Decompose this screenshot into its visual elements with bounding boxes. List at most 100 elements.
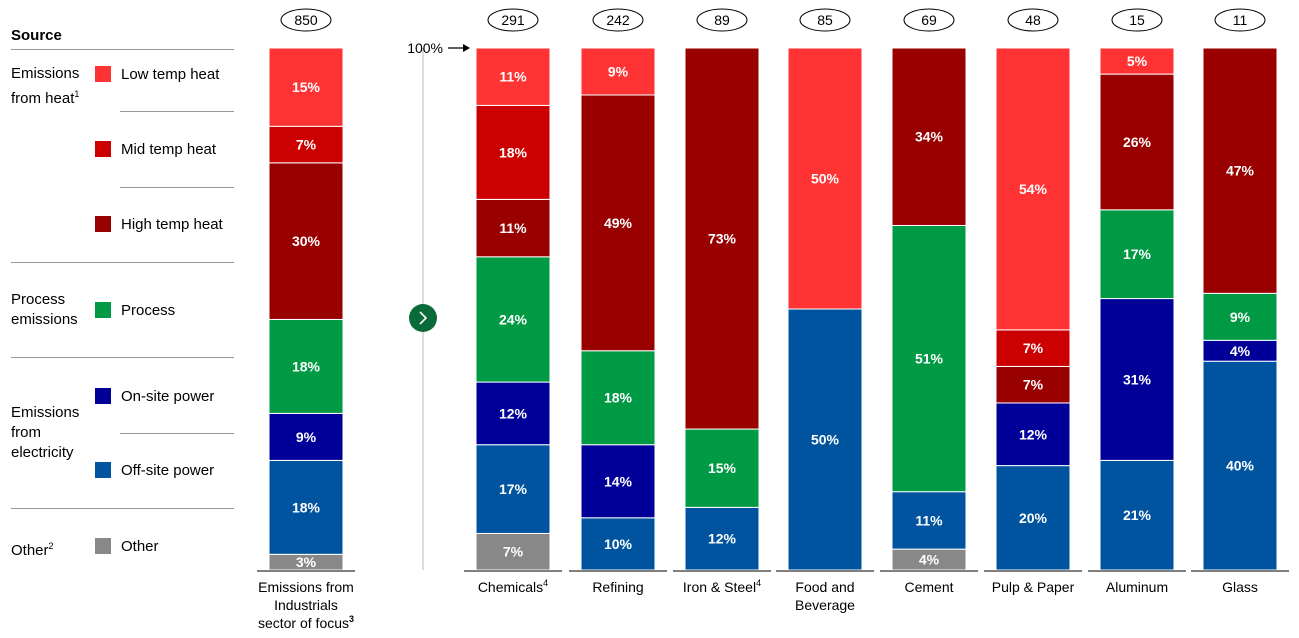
total-badge [1007, 8, 1059, 32]
legend-item-label: Low temp heat [121, 65, 220, 83]
legend-divider [120, 187, 234, 188]
category-label: Refining [592, 579, 643, 595]
segment-value-label: 5% [1127, 53, 1148, 69]
segment-value-label: 30% [292, 233, 321, 249]
segment-value-label: 15% [708, 460, 737, 476]
on-site-power-swatch [95, 388, 111, 404]
bar-segment-off-site-power [891, 491, 967, 550]
bar-group: 3% 18% 9% 18% 30% 7% 15% 850 Emissions from Indus… [257, 8, 355, 631]
legend-item-label: High temp heat [121, 215, 223, 233]
segment-value-label: 7% [1023, 377, 1044, 393]
segment-value-label: 17% [499, 481, 528, 497]
segment-value-label: 18% [604, 390, 633, 406]
legend-group-electricity-label: Emissions from electricity [11, 404, 80, 461]
legend-divider [120, 111, 234, 112]
legend-divider [11, 357, 234, 358]
bar-segment-on-site-power [475, 381, 551, 446]
segment-value-label: 18% [292, 358, 321, 374]
legend-item-other: Other [95, 536, 159, 556]
bar-segment-off-site-power [787, 308, 863, 571]
bar-segment-high-temp-heat [891, 47, 967, 226]
bar-segment-off-site-power [475, 444, 551, 534]
total-badge [487, 8, 539, 32]
segment-value-label: 49% [604, 215, 633, 231]
segment-value-label: 11% [499, 69, 527, 85]
bar-segment-low-temp-heat [995, 47, 1071, 331]
segment-value-label: 18% [499, 144, 528, 160]
bar-segment-process [268, 318, 344, 414]
segment-value-label: 31% [1123, 371, 1152, 387]
bar-segment-mid-temp-heat [995, 329, 1071, 367]
bar-group: 40% 4% 9% 47% 11 Glass [1191, 8, 1289, 595]
bar-segment-low-temp-heat [1099, 47, 1175, 75]
segment-value-label: 15% [292, 79, 321, 95]
bar-segment-off-site-power [268, 459, 344, 555]
total-value-label: 242 [606, 12, 630, 28]
category-label: Chemicals4 [478, 578, 548, 595]
bar-segment-off-site-power [1099, 459, 1175, 571]
bar-segment-low-temp-heat [475, 47, 551, 106]
category-label: Cement [904, 579, 953, 595]
category-label: Industrials [274, 597, 338, 613]
segment-value-label: 4% [919, 552, 940, 568]
legend-item-process: Process [95, 300, 175, 320]
category-label: Pulp & Paper [992, 579, 1075, 595]
bar-group: 4% 11% 51% 34% 69 Cement [880, 8, 978, 595]
bar-group: 20% 12% 7% 7% 54% 48 Pulp & Paper [984, 8, 1082, 595]
legend-divider [11, 262, 234, 263]
segment-value-label: 12% [499, 405, 528, 421]
bar-segment-high-temp-heat [995, 365, 1071, 404]
chevron-right-icon [419, 311, 428, 325]
total-badge [696, 8, 748, 32]
segment-value-label: 26% [1123, 134, 1152, 150]
legend-title: Source [11, 27, 62, 44]
total-badge [903, 8, 955, 32]
total-value-label: 85 [817, 12, 833, 28]
segment-value-label: 40% [1226, 458, 1255, 474]
category-label: Glass [1222, 579, 1258, 595]
segment-value-label: 12% [708, 531, 737, 547]
bar-segment-high-temp-heat [684, 47, 760, 430]
hundred-percent-label: 100% [407, 40, 443, 56]
bar-segment-process [1099, 209, 1175, 300]
segment-value-label: 34% [915, 129, 944, 145]
bar-segment-process [891, 224, 967, 493]
segment-value-label: 50% [811, 432, 840, 448]
bar-segment-high-temp-heat [475, 198, 551, 258]
total-value-label: 850 [294, 12, 318, 28]
total-value-label: 15 [1129, 12, 1145, 28]
hundred-percent-marker: 100% [407, 40, 470, 56]
segment-value-label: 14% [604, 473, 633, 489]
legend-item-label: Other [121, 537, 159, 555]
category-label: Beverage [795, 597, 855, 613]
bar-group: 50% 50% 85 Food and Beverage [776, 8, 874, 613]
legend-group-heat-label: Emissions from heat [11, 65, 80, 107]
bar-group: 21% 31% 17% 26% 5% 15 Aluminum [1088, 8, 1186, 595]
legend-group-other-label: Other [11, 542, 49, 559]
segment-value-label: 50% [811, 171, 840, 187]
total-badge [280, 8, 332, 32]
bar-segment-low-temp-heat [268, 47, 344, 127]
segment-value-label: 4% [1230, 343, 1251, 359]
arrow-right-icon [463, 44, 470, 52]
legend-item-label: Process [121, 301, 176, 319]
low-temp-heat-swatch [95, 66, 111, 82]
total-badge [592, 8, 644, 32]
segment-value-label: 9% [1230, 309, 1251, 325]
segment-value-label: 11% [915, 512, 943, 528]
bar-segment-process [684, 428, 760, 508]
legend-group-other: Other2 [11, 536, 54, 561]
total-value-label: 69 [921, 12, 937, 28]
section-separator [409, 48, 437, 570]
bar-segment-high-temp-heat [268, 162, 344, 320]
legend-divider [11, 49, 234, 50]
segment-value-label: 21% [1123, 507, 1152, 523]
bar-segment-on-site-power [580, 444, 656, 519]
legend-item-label: Mid temp heat [121, 140, 217, 158]
legend-group-other-note: 2 [48, 541, 54, 551]
category-label: Aluminum [1106, 579, 1168, 595]
category-label: Food and [795, 579, 854, 595]
segment-value-label: 7% [503, 544, 524, 560]
legend-item-off-site-power: Off-site power [95, 460, 214, 480]
high-temp-heat-swatch [95, 216, 111, 232]
